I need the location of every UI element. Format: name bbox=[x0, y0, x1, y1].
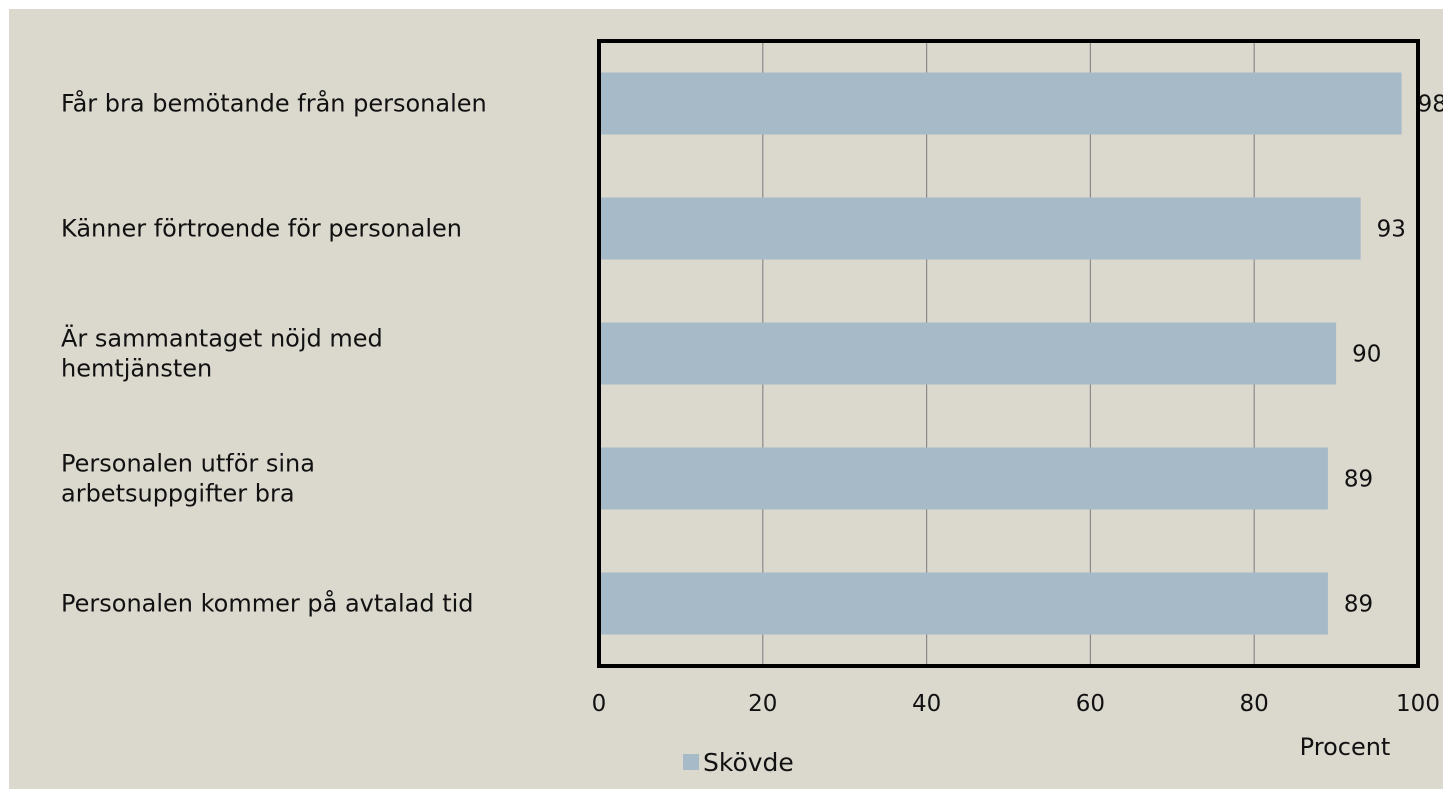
chart-canvas: Får bra bemötande från personalen Känner … bbox=[9, 9, 1443, 789]
bar bbox=[599, 72, 1402, 135]
category-labels: Får bra bemötande från personalen Känner … bbox=[61, 89, 487, 618]
category-label-line: Får bra bemötande från personalen bbox=[61, 89, 487, 118]
category-label-line: hemtjänsten bbox=[61, 355, 212, 383]
x-axis-title: Procent bbox=[1300, 733, 1391, 761]
data-label: 89 bbox=[1344, 592, 1373, 618]
bars bbox=[599, 72, 1402, 635]
data-label: 89 bbox=[1344, 467, 1373, 493]
category-label-line: arbetsuppgifter bra bbox=[61, 480, 295, 508]
data-label: 90 bbox=[1352, 342, 1381, 368]
data-label: 98 bbox=[1418, 92, 1443, 118]
category-label: Känner förtroende för personalen bbox=[61, 215, 462, 243]
bar bbox=[599, 572, 1328, 635]
legend-swatch bbox=[683, 754, 699, 770]
x-tick-labels: 0 20 40 60 80 100 bbox=[592, 691, 1440, 717]
x-tick-label: 80 bbox=[1240, 691, 1269, 717]
category-label: Är sammantaget nöjd med hemtjänsten bbox=[61, 324, 383, 383]
category-label-line: Personalen kommer på avtalad tid bbox=[61, 589, 474, 618]
x-tick-label: 20 bbox=[748, 691, 777, 717]
data-labels: 98 93 90 89 89 bbox=[1344, 92, 1443, 618]
bar-chart: Får bra bemötande från personalen Känner … bbox=[61, 39, 1443, 777]
plot-frame bbox=[597, 39, 1420, 668]
x-tick-label: 0 bbox=[592, 691, 607, 717]
bar bbox=[599, 322, 1337, 385]
category-label: Personalen utför sina arbetsuppgifter bra bbox=[61, 450, 315, 508]
category-label: Personalen kommer på avtalad tid bbox=[61, 589, 474, 618]
category-label-line: Personalen utför sina bbox=[61, 450, 315, 478]
x-tick-label: 100 bbox=[1396, 691, 1440, 717]
category-label-line: Känner förtroende för personalen bbox=[61, 215, 462, 243]
bar bbox=[599, 197, 1361, 260]
category-label-line: Är sammantaget nöjd med bbox=[61, 324, 383, 353]
legend-label: Skövde bbox=[703, 748, 794, 777]
x-tick-label: 60 bbox=[1076, 691, 1105, 717]
category-label: Får bra bemötande från personalen bbox=[61, 89, 487, 118]
x-tick-label: 40 bbox=[912, 691, 941, 717]
data-label: 93 bbox=[1377, 217, 1406, 243]
bar bbox=[599, 447, 1328, 510]
legend: Skövde bbox=[683, 748, 794, 777]
